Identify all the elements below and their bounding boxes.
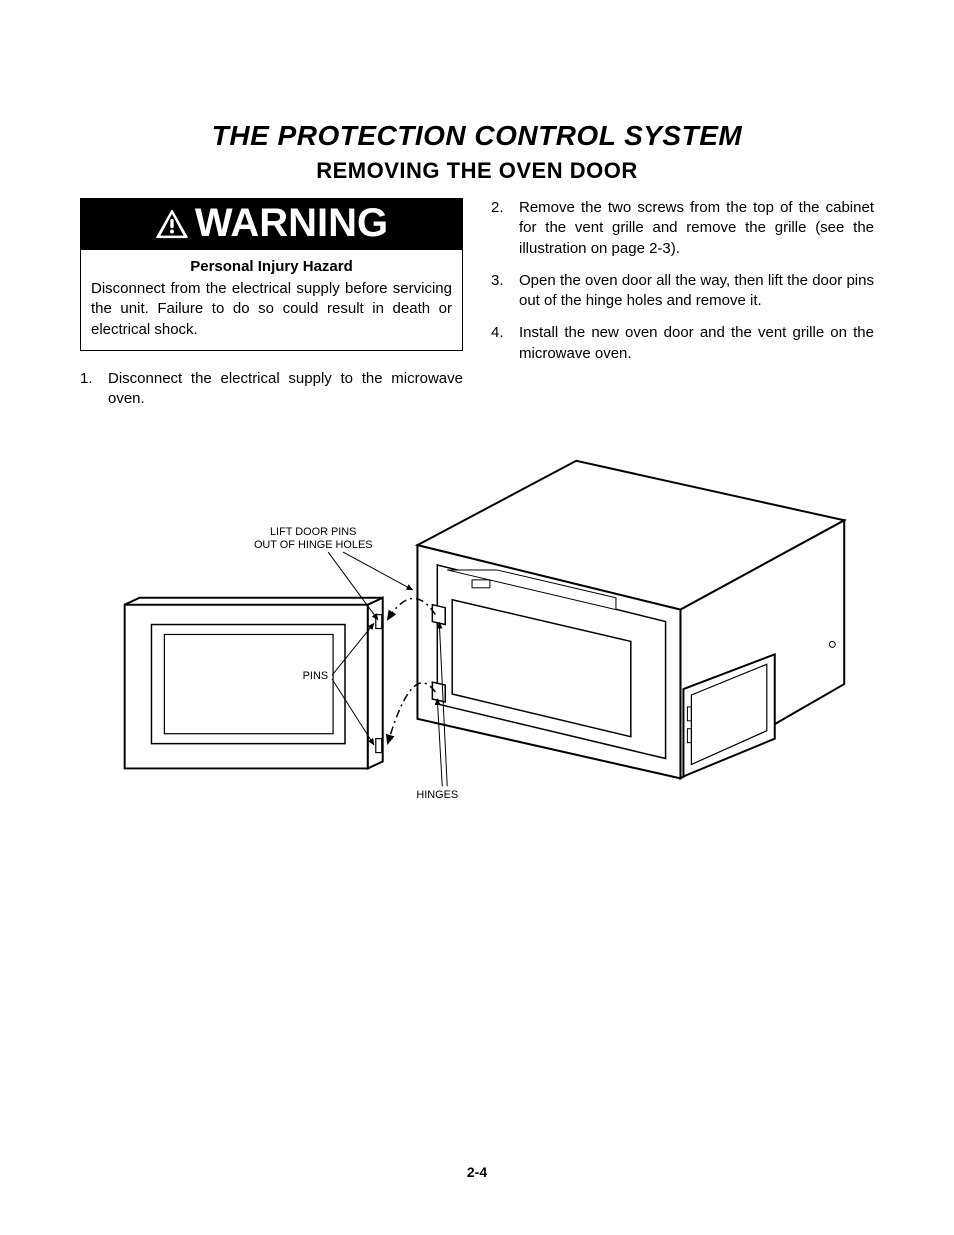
warning-label: WARNING [195,201,388,246]
manual-page: THE PROTECTION CONTROL SYSTEM REMOVING T… [0,0,954,1235]
sub-title: REMOVING THE OVEN DOOR [80,158,874,184]
warning-header: WARNING [81,199,462,250]
callout-lift-line2: OUT OF HINGE HOLES [254,539,373,551]
page-number: 2-4 [0,1164,954,1180]
left-column: WARNING Personal Injury Hazard Disconnec… [80,198,463,421]
diagram-area: LIFT DOOR PINS OUT OF HINGE HOLES PINS H… [80,431,874,853]
oven-door [125,598,383,769]
step-number: 4. [491,323,519,364]
warning-body-text: Disconnect from the electrical supply be… [81,279,462,350]
step-item: 3. Open the oven door all the way, then … [491,271,874,312]
microwave-diagram: LIFT DOOR PINS OUT OF HINGE HOLES PINS H… [80,431,874,848]
step-item: 2. Remove the two screws from the top of… [491,198,874,259]
step-number: 2. [491,198,519,259]
step-text: Disconnect the electrical supply to the … [108,369,463,410]
step-item: 1. Disconnect the electrical supply to t… [80,369,463,410]
step-item: 4. Install the new oven door and the ven… [491,323,874,364]
warning-triangle-icon [155,209,189,239]
step-number: 3. [491,271,519,312]
callout-hinges: HINGES [416,789,458,801]
step-text: Remove the two screws from the top of th… [519,198,874,259]
two-column-layout: WARNING Personal Injury Hazard Disconnec… [80,198,874,421]
right-steps-list: 2. Remove the two screws from the top of… [491,198,874,364]
warning-subtitle: Personal Injury Hazard [81,250,462,279]
left-steps-list: 1. Disconnect the electrical supply to t… [80,369,463,410]
step-text: Install the new oven door and the vent g… [519,323,874,364]
main-title: THE PROTECTION CONTROL SYSTEM [80,120,874,152]
right-column: 2. Remove the two screws from the top of… [491,198,874,421]
step-number: 1. [80,369,108,410]
callout-pins: PINS [303,670,328,682]
warning-box: WARNING Personal Injury Hazard Disconnec… [80,198,463,351]
step-text: Open the oven door all the way, then lif… [519,271,874,312]
callout-lift-line1: LIFT DOOR PINS [270,526,356,538]
